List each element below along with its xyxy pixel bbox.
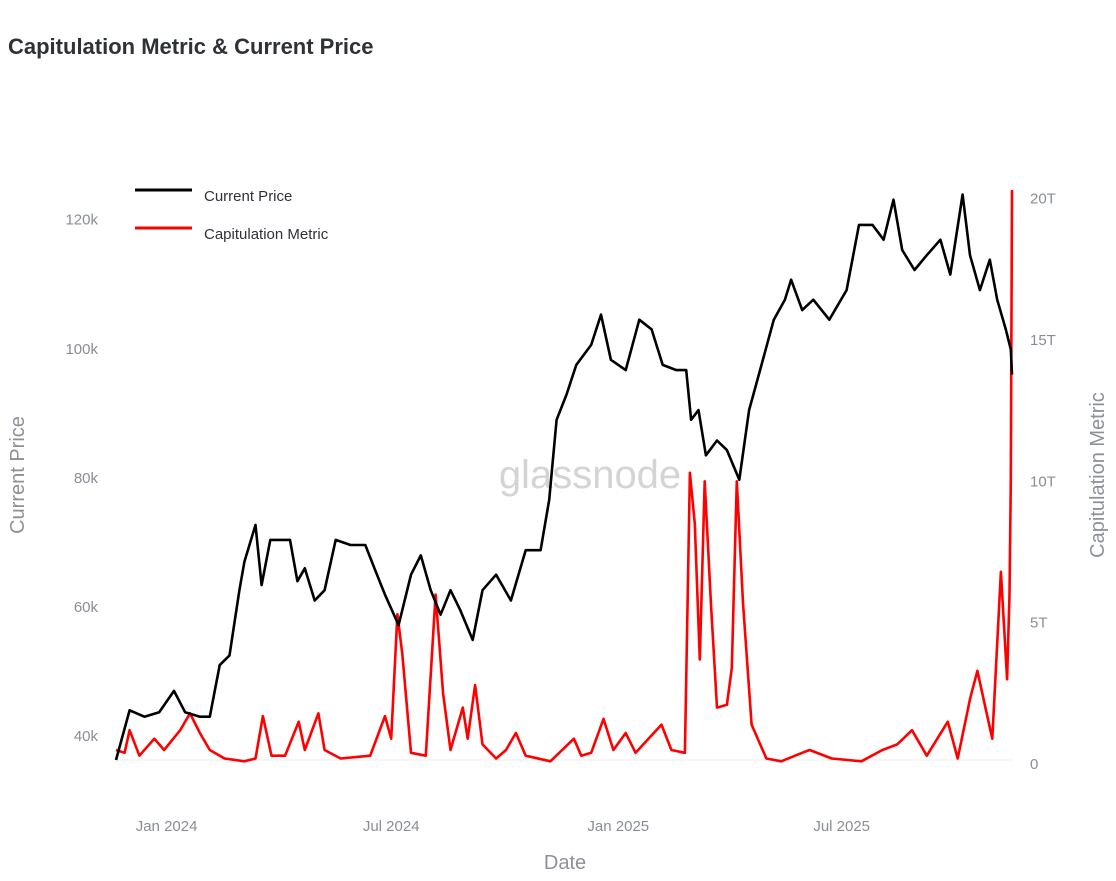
legend-item-capitulation-metric[interactable]: Capitulation Metric [135, 226, 329, 243]
x-tick-label: Jan 2024 [136, 818, 198, 835]
left-axis-ticks: 40k 60k 80k 100k 120k [65, 212, 98, 745]
legend-item-current-price[interactable]: Current Price [135, 188, 292, 205]
left-tick-label: 60k [74, 599, 99, 616]
right-tick-label: 15T [1030, 332, 1056, 349]
left-tick-label: 100k [65, 341, 98, 358]
legend-label-capitulation-metric: Capitulation Metric [204, 226, 329, 243]
watermark: glassnode [499, 453, 681, 497]
right-axis-ticks: 0 5T 10T 15T 20T [1030, 190, 1056, 773]
legend-label-current-price: Current Price [204, 188, 292, 205]
right-tick-label: 0 [1030, 756, 1038, 773]
series-lines [114, 189, 1014, 763]
chart-title: Capitulation Metric & Current Price [8, 34, 374, 59]
right-tick-label: 10T [1030, 473, 1056, 490]
right-tick-label: 20T [1030, 190, 1056, 207]
right-axis-title: Capitulation Metric [1087, 392, 1109, 558]
right-tick-label: 5T [1030, 615, 1048, 632]
left-tick-label: 80k [74, 470, 99, 487]
series-line-capitulation-metric [115, 189, 1014, 763]
legend[interactable]: Current Price Capitulation Metric [135, 188, 329, 243]
x-axis-title: Date [544, 852, 586, 874]
left-axis-title: Current Price [7, 416, 29, 534]
x-tick-label: Jul 2025 [813, 818, 870, 835]
x-tick-label: Jan 2025 [587, 818, 649, 835]
left-tick-label: 120k [65, 212, 98, 229]
series-line-current-price [114, 193, 1014, 761]
x-axis-ticks: Jan 2024 Jul 2024 Jan 2025 Jul 2025 [136, 818, 870, 835]
left-tick-label: 40k [74, 728, 99, 745]
x-tick-label: Jul 2024 [363, 818, 420, 835]
